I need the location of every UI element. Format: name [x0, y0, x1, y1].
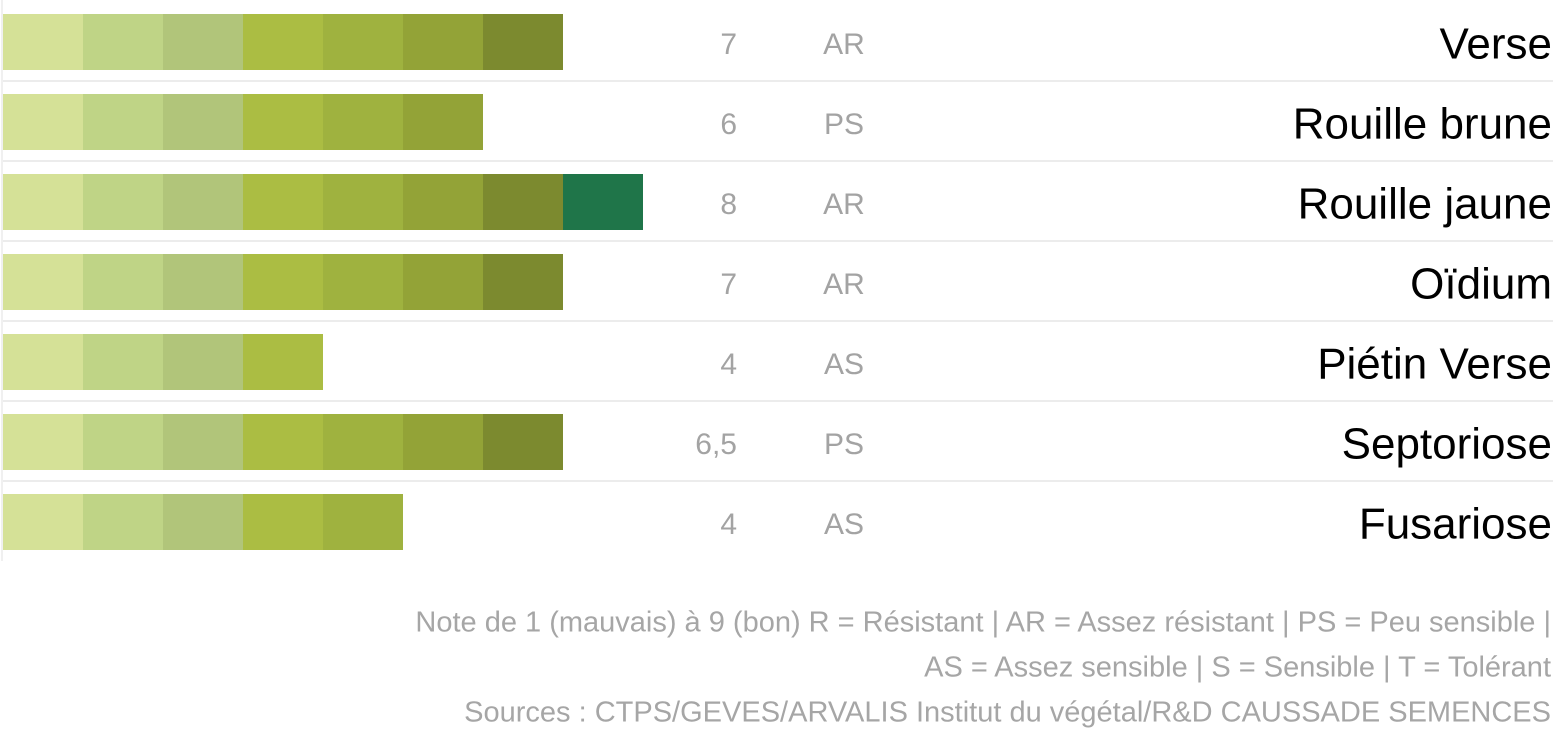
bar-segment	[403, 414, 483, 470]
bar-segment	[3, 494, 83, 550]
bar-segment	[83, 254, 163, 310]
bar-segment	[323, 174, 403, 230]
bar-segment	[3, 254, 83, 310]
class: AR	[823, 28, 865, 61]
bar-segment	[83, 414, 163, 470]
bar-segment	[163, 494, 243, 550]
disease-name: Rouille jaune	[1298, 180, 1552, 229]
score: 6,5	[695, 428, 737, 461]
footnote: Note de 1 (mauvais) à 9 (bon) R = Résist…	[415, 607, 1551, 639]
bar-segment	[3, 334, 83, 390]
score: 7	[720, 28, 737, 61]
bar-segment	[243, 414, 323, 470]
bar-segment	[163, 334, 243, 390]
class: AS	[824, 348, 864, 381]
bar-segment	[403, 14, 483, 70]
bar-segment	[323, 414, 403, 470]
bar-segment	[3, 94, 83, 150]
bar-segment	[163, 254, 243, 310]
bar-segment	[483, 174, 563, 230]
bar-segment	[243, 14, 323, 70]
bar-segment	[3, 14, 83, 70]
bar-segment	[83, 174, 163, 230]
bar-segment	[563, 174, 643, 230]
bar-segment	[483, 254, 563, 310]
bar-segment	[403, 94, 483, 150]
bar-segment	[83, 94, 163, 150]
disease-name: Verse	[1439, 20, 1552, 69]
bar-segment	[243, 494, 323, 550]
bar-segment	[163, 94, 243, 150]
bar-segment	[3, 174, 83, 230]
class: PS	[824, 428, 864, 461]
bar-segment	[163, 14, 243, 70]
disease-name: Oïdium	[1410, 260, 1552, 309]
class: AR	[823, 268, 865, 301]
bar-segment	[83, 494, 163, 550]
footnote: AS = Assez sensible | S = Sensible | T =…	[924, 652, 1551, 684]
footnote: Sources : CTPS/GEVES/ARVALIS Institut du…	[464, 697, 1551, 729]
bar-segment	[483, 414, 563, 470]
bar-segment	[403, 174, 483, 230]
bar-segment	[243, 174, 323, 230]
bar-segment	[83, 334, 163, 390]
class: AS	[824, 508, 864, 541]
bar-segment	[483, 14, 563, 70]
bar-segment	[403, 254, 483, 310]
score: 6	[720, 108, 737, 141]
disease-name: Piétin Verse	[1317, 340, 1552, 389]
bar-segment	[83, 14, 163, 70]
bar-segment	[3, 414, 83, 470]
bar-segment	[163, 174, 243, 230]
disease-name: Septoriose	[1342, 420, 1552, 469]
score: 8	[720, 188, 737, 221]
score: 4	[720, 348, 737, 381]
bar-segment	[323, 494, 403, 550]
bar-segment	[243, 334, 323, 390]
bar-segment	[243, 254, 323, 310]
class: AR	[823, 188, 865, 221]
bar-segment	[323, 254, 403, 310]
bar-segment	[323, 94, 403, 150]
score: 7	[720, 268, 737, 301]
disease-name: Rouille brune	[1293, 100, 1552, 149]
disease-name: Fusariose	[1359, 500, 1552, 549]
bar-segment	[243, 94, 323, 150]
class: PS	[824, 108, 864, 141]
bar-segment	[323, 14, 403, 70]
score: 4	[720, 508, 737, 541]
bar-segment	[163, 414, 243, 470]
